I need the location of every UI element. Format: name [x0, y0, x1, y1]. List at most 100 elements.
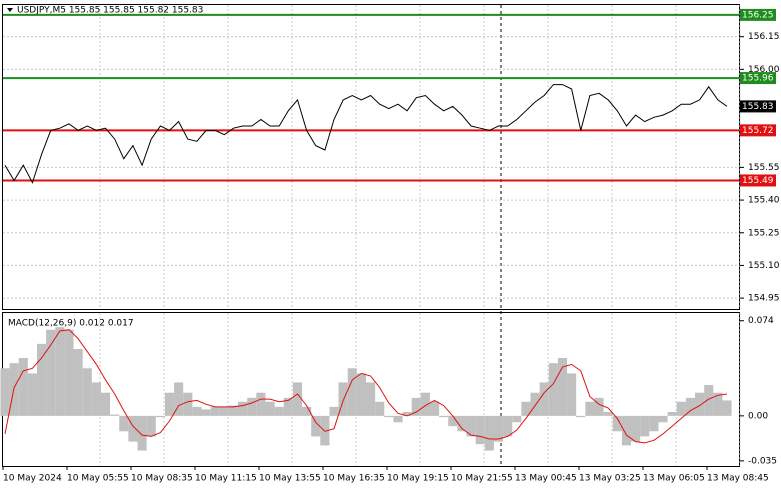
macd-bar	[649, 415, 659, 432]
macd-bar	[429, 401, 440, 416]
macd-bar	[146, 415, 156, 437]
macd-bar	[375, 401, 385, 416]
macd-bar	[493, 415, 504, 442]
macd-bar	[46, 329, 56, 416]
macd-bar	[475, 415, 485, 445]
y-tick-label: 156.15	[748, 32, 780, 42]
macd-bar	[640, 415, 650, 437]
level-label-bg	[740, 72, 776, 85]
y-tick-label: 155.10	[748, 261, 780, 271]
macd-bar	[576, 415, 586, 418]
macd-bar	[356, 373, 366, 416]
level-label: 155.96	[742, 74, 774, 84]
macd-bar	[73, 349, 83, 416]
macd-bar	[137, 415, 147, 451]
x-tick-label: 10 May 21:55	[451, 474, 513, 484]
macd-bar	[0, 368, 10, 416]
x-tick-label: 10 May 08:35	[131, 474, 193, 484]
macd-bar	[621, 415, 632, 446]
macd-bar	[484, 415, 494, 451]
macd-bar	[155, 415, 165, 418]
x-tick-label: 10 May 11:15	[195, 474, 257, 484]
macd-bar	[91, 382, 101, 416]
macd-bar	[603, 412, 613, 416]
macd-bar	[110, 414, 120, 416]
x-tick-label: 13 May 06:05	[643, 474, 705, 484]
y-tick-label: 154.95	[748, 294, 780, 304]
macd-bar	[557, 358, 568, 416]
x-tick-label: 10 May 05:55	[67, 474, 129, 484]
macd-bar	[164, 392, 175, 416]
macd-bar	[658, 415, 668, 423]
macd-bar	[448, 415, 458, 427]
macd-bar	[695, 392, 705, 416]
y-tick-label: 156.00	[748, 65, 780, 75]
level-label: 155.72	[742, 126, 774, 136]
macd-bar	[676, 401, 686, 416]
macd-bar	[292, 382, 303, 416]
macd-bar	[530, 392, 540, 416]
y-tick-label: -0.035	[748, 456, 777, 466]
macd-bar	[36, 343, 47, 416]
macd-bar	[210, 406, 220, 416]
macd-bar	[411, 397, 421, 416]
macd-bar	[512, 415, 522, 423]
macd-bar	[567, 373, 577, 416]
macd-bar	[393, 415, 403, 423]
macd-bar	[283, 397, 293, 416]
macd-bar	[100, 392, 111, 416]
macd-bar	[238, 401, 248, 416]
macd-bar	[366, 382, 376, 416]
macd-bar	[302, 406, 312, 416]
macd-bar	[704, 385, 714, 416]
macd-bar	[612, 415, 622, 432]
macd-bar	[82, 368, 92, 416]
macd-bar	[521, 401, 531, 416]
macd-bar	[329, 406, 339, 416]
x-tick-label: 13 May 00:45	[515, 474, 577, 484]
macd-bar	[55, 327, 65, 416]
macd-bar	[338, 382, 348, 416]
macd-bar	[174, 382, 184, 416]
macd-bar	[503, 415, 513, 437]
price-line	[4, 84, 728, 184]
chart-title: USDJPY,M5 155.85 155.85 155.82 155.83	[17, 6, 203, 16]
y-tick-label: 155.55	[748, 163, 780, 173]
level-label: 156.25	[742, 10, 774, 20]
x-tick-label: 10 May 16:35	[323, 474, 385, 484]
y-tick-label: 155.25	[748, 228, 780, 238]
macd-bar	[119, 415, 129, 432]
menu-arrow	[7, 8, 13, 12]
macd-bar	[685, 397, 696, 416]
x-tick-label: 13 May 03:25	[579, 474, 641, 484]
current-price-bg	[740, 100, 776, 113]
macd-bar	[631, 415, 641, 442]
macd-bar	[192, 406, 202, 416]
macd-bar	[384, 415, 394, 418]
macd-bar	[420, 392, 430, 416]
macd-bar	[713, 392, 723, 416]
x-tick-label: 10 May 13:55	[259, 474, 321, 484]
y-tick-label: 0.00	[748, 411, 768, 421]
macd-bar	[594, 397, 604, 416]
macd-bar	[667, 412, 677, 416]
macd-bar	[18, 358, 28, 416]
macd-bar	[64, 329, 74, 416]
x-tick-label: 10 May 2024	[3, 474, 62, 484]
macd-bar	[548, 363, 558, 416]
macd-bar	[219, 406, 229, 416]
y-tick-label: 155.40	[748, 196, 780, 206]
macd-bar	[722, 400, 732, 416]
macd-bar	[457, 415, 467, 432]
macd-bar	[585, 401, 595, 416]
macd-bar	[27, 373, 37, 416]
macd-bar	[201, 409, 211, 416]
level-label-bg	[740, 174, 776, 187]
level-label-bg	[740, 8, 776, 21]
macd-bar	[439, 415, 449, 418]
x-tick-label: 10 May 19:15	[387, 474, 449, 484]
macd-bar	[247, 397, 257, 416]
macd-bar	[274, 406, 284, 416]
macd-bar	[256, 392, 266, 416]
